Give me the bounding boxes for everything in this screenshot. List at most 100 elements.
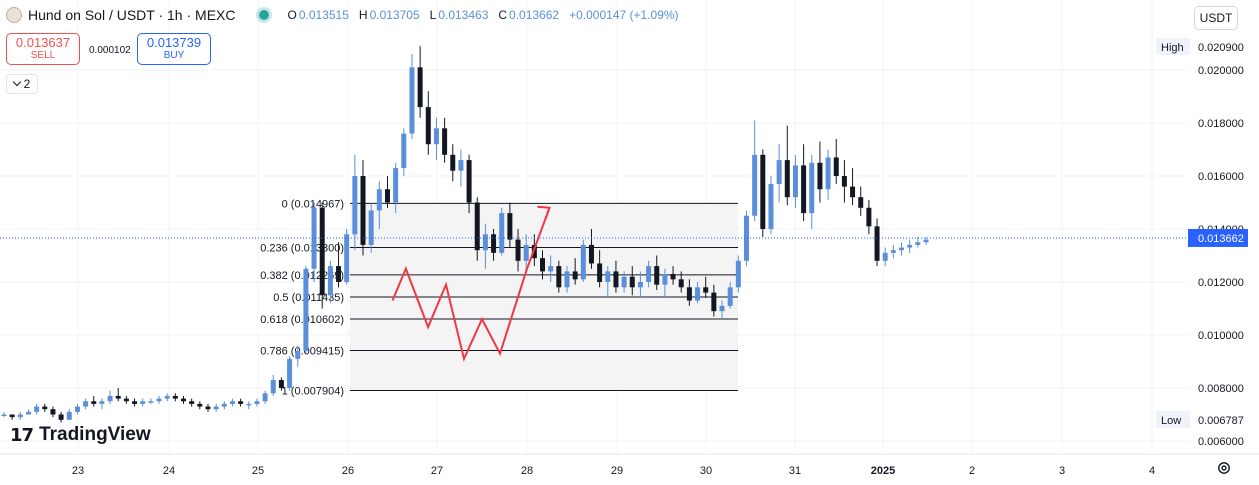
candle-body: [670, 274, 676, 280]
drawing-arrow-head: [537, 205, 551, 220]
candle-body: [1, 414, 7, 416]
candle-body: [368, 210, 374, 245]
candle-body: [499, 213, 505, 253]
close-label: C: [498, 8, 508, 22]
candle-body: [662, 274, 668, 285]
time-axis-tick-label: 27: [431, 465, 443, 477]
market-open-status-icon: [259, 10, 270, 20]
fibonacci-level-label: 0.786 (0.009415): [260, 346, 344, 358]
candle-body: [923, 239, 929, 243]
tradingview-logo[interactable]: 17 TradingView: [10, 424, 151, 446]
price-axis-tick-label: 0.016000: [1198, 171, 1244, 183]
candle-body: [132, 401, 138, 404]
candle-body: [311, 207, 317, 269]
candle-body: [588, 244, 594, 264]
candle-body: [303, 268, 309, 351]
high-marker-label: High: [1161, 42, 1184, 54]
last-price-label: 0.013662: [1198, 233, 1244, 245]
candle-body: [743, 215, 749, 261]
candle-body: [229, 401, 235, 404]
candle-body: [25, 411, 31, 415]
candle-body: [107, 395, 113, 402]
buy-button[interactable]: 0.013739 BUY: [137, 33, 211, 65]
candle-body: [515, 239, 521, 261]
price-axis-tick-label: 0.018000: [1198, 118, 1244, 130]
low-marker-label: Low: [1161, 415, 1181, 427]
candle-body: [491, 234, 497, 253]
candle-body: [841, 176, 847, 187]
candle-body: [548, 266, 554, 272]
candle-body: [254, 401, 260, 404]
candle-body: [115, 395, 121, 399]
indicators-toggle-button[interactable]: 2: [6, 74, 38, 94]
candle-body: [695, 287, 701, 301]
time-axis-tick-label: 4: [1149, 465, 1155, 477]
fibonacci-level-label: 0.618 (0.010602): [260, 314, 344, 326]
candle-body: [360, 176, 366, 245]
candle-body: [327, 266, 333, 296]
legend-header: Hund on Sol / USDT · 1h · MEXC O 0.01351…: [6, 7, 687, 23]
candle-body: [74, 406, 80, 412]
time-axis-tick-label: 23: [72, 465, 84, 477]
candle-body: [17, 414, 23, 418]
low-marker-value: 0.006787: [1198, 415, 1244, 427]
candle-body: [409, 67, 415, 134]
buy-price: 0.013739: [146, 35, 202, 50]
sell-button[interactable]: 0.013637 SELL: [6, 33, 80, 65]
candle-body: [442, 128, 448, 155]
candle-body: [719, 305, 725, 312]
candle-body: [637, 282, 643, 288]
low-marker-tag: [1156, 411, 1190, 428]
candle-body: [540, 258, 546, 272]
candle-body: [678, 279, 684, 288]
candle-body: [482, 234, 488, 251]
time-axis-tick-label: 29: [611, 465, 623, 477]
candle-body: [66, 411, 72, 420]
time-axis-tick-label: 30: [700, 465, 712, 477]
last-price-tag: [1188, 228, 1248, 247]
candle-body: [205, 406, 211, 410]
candle-body: [262, 393, 268, 402]
candle-body: [580, 244, 586, 280]
candle-body: [792, 165, 798, 198]
candle-body: [197, 403, 203, 407]
fibonacci-level-label: 0 (0.014967): [282, 198, 344, 210]
high-label: H: [358, 8, 368, 22]
candle-body: [817, 162, 823, 190]
chevron-down-icon: [12, 77, 21, 87]
symbol-title[interactable]: Hund on Sol / USDT · 1h · MEXC: [28, 7, 236, 23]
candle-body: [99, 401, 105, 404]
settings-gear-icon[interactable]: [1216, 460, 1232, 476]
candle-body: [123, 398, 129, 402]
candle-body: [605, 271, 611, 282]
currency-selector[interactable]: USDT: [1194, 6, 1238, 30]
change-value: +0.000147 (+1.09%): [569, 8, 679, 22]
drawing-path-line[interactable]: [391, 207, 551, 362]
tradingview-name: TradingView: [39, 424, 151, 445]
candle-body: [213, 406, 219, 410]
candle-body: [768, 183, 774, 229]
candle-body: [833, 157, 839, 176]
candle-body: [433, 128, 439, 145]
candle-body: [376, 189, 382, 211]
candle-body: [164, 395, 170, 399]
candle-body: [401, 133, 407, 169]
time-axis-tick-label: 2: [969, 465, 975, 477]
fibonacci-level-label: 0.5 (0.011435): [273, 292, 344, 304]
price-axis-tick-label: 0.008000: [1198, 383, 1244, 395]
high-marker-value: 0.020900: [1198, 42, 1244, 54]
candle-body: [344, 234, 350, 282]
low-label: L: [429, 8, 437, 22]
candle-body: [466, 160, 472, 203]
candle-body: [246, 403, 252, 406]
candle-body: [735, 260, 741, 288]
candle-body: [270, 380, 276, 394]
candle-body: [474, 202, 480, 251]
candle-body: [613, 271, 619, 288]
candle-body: [556, 266, 562, 288]
candle-body: [34, 406, 40, 412]
candle-body: [809, 162, 815, 214]
candle-body: [384, 189, 390, 203]
candle-body: [703, 287, 709, 293]
